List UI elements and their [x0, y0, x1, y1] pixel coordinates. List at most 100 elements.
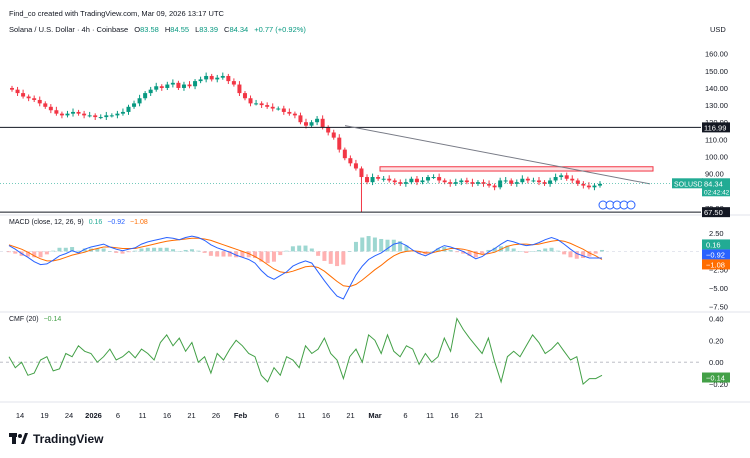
- candle-body: [26, 96, 31, 99]
- candle-body: [292, 113, 297, 116]
- candle-body: [154, 86, 159, 90]
- candle-body: [326, 127, 331, 133]
- candle-body: [564, 175, 569, 179]
- macd-histogram-bar: [164, 247, 169, 252]
- macd-histogram-bar: [593, 251, 598, 254]
- macd-histogram-bar: [234, 251, 239, 258]
- candle-body: [348, 158, 353, 164]
- time-axis-tick: 11: [426, 411, 434, 420]
- macd-histogram-bar: [473, 251, 478, 258]
- macd-histogram-bar: [391, 239, 396, 252]
- candle-body: [32, 98, 37, 100]
- candle-body: [259, 103, 264, 106]
- candle-body: [181, 84, 186, 88]
- macd-histogram-bar: [555, 250, 560, 252]
- macd-histogram-bar: [177, 251, 182, 252]
- macd-histogram-bar: [133, 250, 138, 252]
- candle-body: [65, 113, 70, 116]
- candle-body: [48, 106, 53, 111]
- candle-body: [165, 84, 170, 88]
- candle-body: [209, 75, 214, 80]
- candle-body: [398, 182, 403, 184]
- time-axis-tick: 6: [403, 411, 407, 420]
- macd-histogram-bar: [385, 239, 390, 252]
- candle-body: [520, 178, 525, 183]
- candle-body: [392, 180, 397, 183]
- cmf-axis-tick: 0.00: [709, 358, 724, 367]
- macd-histogram-bar: [442, 247, 447, 252]
- candle-body: [420, 180, 425, 183]
- time-axis-tick: 11: [139, 411, 147, 420]
- candle-body: [237, 84, 242, 94]
- candle-body: [570, 178, 575, 181]
- macd-histogram-bar: [600, 249, 604, 252]
- macd-histogram-bar: [152, 247, 157, 252]
- macd-histogram-bar: [101, 248, 106, 252]
- candle-body: [54, 110, 59, 114]
- candle-body: [215, 77, 220, 80]
- symbol-name[interactable]: Solana / U.S. Dollar · 4h · Coinbase: [9, 25, 129, 34]
- macd-histogram-bar: [347, 251, 352, 252]
- macd-hist-value: 0.16: [88, 219, 103, 226]
- candle-body: [176, 82, 181, 88]
- cmf-value-tag: −0.14: [706, 374, 725, 383]
- macd-value-tag: −0.92: [706, 250, 725, 259]
- time-axis-tick: 21: [187, 411, 195, 420]
- candle-body: [487, 183, 492, 186]
- macd-histogram-bar: [51, 250, 56, 252]
- currency-label[interactable]: USD: [710, 25, 726, 34]
- macd-histogram-bar: [44, 251, 49, 255]
- cmf-legend: CMF (20) −0.14: [9, 316, 61, 323]
- price-axis-tick: 160.00: [705, 50, 728, 59]
- time-axis-tick: 14: [16, 411, 24, 420]
- macd-histogram-bar: [511, 248, 516, 252]
- cmf-value: −0.14: [43, 316, 62, 323]
- candle-body: [10, 87, 14, 90]
- macd-value-tag-bg: [702, 249, 730, 260]
- candle-body: [464, 180, 469, 183]
- macd-histogram-bar: [360, 237, 365, 252]
- macd-histogram-bar: [171, 249, 176, 252]
- candle-body: [82, 113, 87, 116]
- candle-body: [414, 178, 419, 183]
- candle-body: [15, 89, 20, 94]
- time-axis-tick: 2026: [85, 411, 102, 420]
- candle-body: [525, 178, 530, 181]
- candle-body: [76, 111, 81, 114]
- candle-body: [187, 84, 192, 87]
- candle-body: [320, 118, 325, 128]
- macd-title[interactable]: MACD (close, 12, 26, 9): [9, 219, 84, 226]
- candle-body: [592, 185, 597, 188]
- macd-histogram-bar: [461, 251, 466, 254]
- current-price-bg: [702, 178, 730, 197]
- macd-histogram-bar: [284, 250, 289, 252]
- macd-histogram-bar: [76, 250, 81, 252]
- candle-body: [276, 108, 281, 110]
- macd-histogram-bar: [271, 251, 276, 262]
- candle-body: [37, 99, 42, 104]
- candle-body: [87, 115, 92, 117]
- candle-body: [498, 180, 503, 188]
- candle-body: [315, 118, 320, 123]
- time-axis-tick: 26: [212, 411, 220, 420]
- macd-histogram-bar: [372, 237, 377, 252]
- macd-axis-tick: −2.50: [709, 266, 728, 275]
- candle-body: [536, 180, 541, 183]
- macd-histogram-bar: [316, 251, 321, 256]
- candle-body: [553, 177, 558, 181]
- candle-body: [59, 113, 64, 116]
- candle-body: [193, 81, 198, 87]
- macd-histogram-bar: [574, 251, 579, 259]
- candle-body: [170, 82, 175, 85]
- macd-histogram-bar: [114, 251, 119, 253]
- macd-histogram-bar: [208, 251, 213, 256]
- time-axis-tick: Feb: [234, 411, 248, 420]
- macd-histogram-bar: [448, 249, 453, 252]
- macd-histogram-bar: [227, 251, 232, 257]
- candle-body: [220, 75, 225, 78]
- macd-histogram-bar: [120, 251, 125, 254]
- macd-histogram-bar: [328, 251, 333, 264]
- cmf-title[interactable]: CMF (20): [9, 316, 39, 323]
- macd-value-tag-bg: [702, 239, 730, 250]
